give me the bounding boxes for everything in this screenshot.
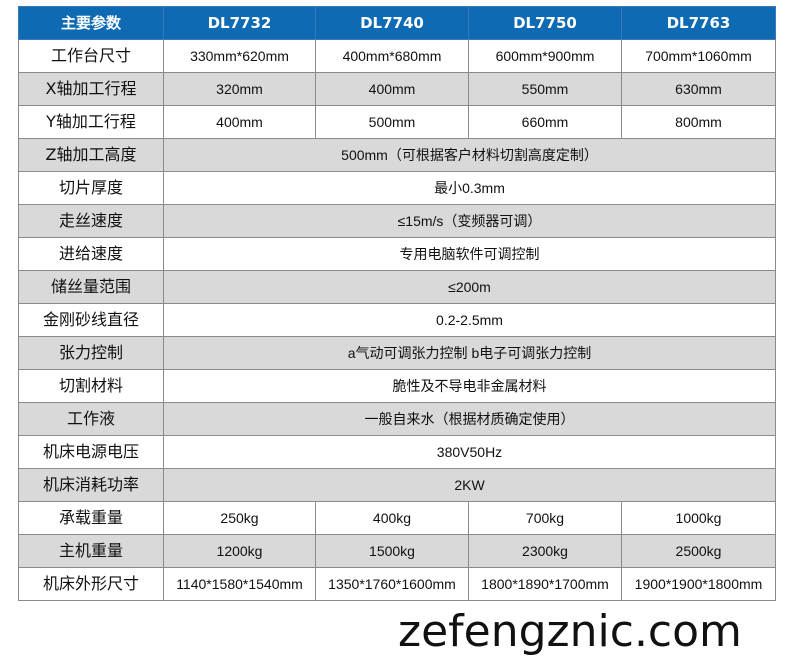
row-label: 机床消耗功率: [18, 468, 164, 502]
table-row: 走丝速度 ≤15m/s（变频器可调）: [18, 204, 776, 238]
table-row: X轴加工行程 320mm 400mm 550mm 630mm: [18, 72, 776, 106]
row-label: 切片厚度: [18, 171, 164, 205]
header-model: DL7732: [163, 6, 316, 40]
row-value: ≤15m/s（变频器可调）: [163, 204, 776, 238]
row-value: 250kg: [163, 501, 316, 535]
row-value: 0.2-2.5mm: [163, 303, 776, 337]
row-value: 660mm: [468, 105, 622, 139]
row-value: 400mm*680mm: [315, 39, 469, 73]
row-value: 700kg: [468, 501, 622, 535]
row-value: 500mm（可根据客户材料切割高度定制）: [163, 138, 776, 172]
row-value: 专用电脑软件可调控制: [163, 237, 776, 271]
row-value: 2300kg: [468, 534, 622, 568]
table-row: Y轴加工行程 400mm 500mm 660mm 800mm: [18, 105, 776, 139]
table-row: 承载重量 250kg 400kg 700kg 1000kg: [18, 501, 776, 535]
row-value: 320mm: [163, 72, 316, 106]
row-value: 550mm: [468, 72, 622, 106]
row-label: Y轴加工行程: [18, 105, 164, 139]
table-row: 切片厚度 最小0.3mm: [18, 171, 776, 205]
header-row: 主要参数 DL7732 DL7740 DL7750 DL7763: [18, 6, 776, 40]
row-label: 金刚砂线直径: [18, 303, 164, 337]
row-value: a气动可调张力控制 b电子可调张力控制: [163, 336, 776, 370]
row-label: 进给速度: [18, 237, 164, 271]
row-value: 700mm*1060mm: [621, 39, 776, 73]
row-label: 机床电源电压: [18, 435, 164, 469]
row-value: 1140*1580*1540mm: [163, 567, 316, 601]
row-label: X轴加工行程: [18, 72, 164, 106]
table-row: 机床电源电压 380V50Hz: [18, 435, 776, 469]
row-value: 1350*1760*1600mm: [315, 567, 469, 601]
row-label: 主机重量: [18, 534, 164, 568]
header-param: 主要参数: [18, 6, 164, 40]
table-row: 切割材料 脆性及不导电非金属材料: [18, 369, 776, 403]
row-value: 400mm: [315, 72, 469, 106]
row-label: 工作台尺寸: [18, 39, 164, 73]
row-label: 承载重量: [18, 501, 164, 535]
row-value: 一般自来水（根据材质确定使用）: [163, 402, 776, 436]
table-row: 机床消耗功率 2KW: [18, 468, 776, 502]
row-value: 600mm*900mm: [468, 39, 622, 73]
table-row: 工作台尺寸 330mm*620mm 400mm*680mm 600mm*900mm 70…: [18, 39, 776, 73]
row-value: 330mm*620mm: [163, 39, 316, 73]
row-value: ≤200m: [163, 270, 776, 304]
header-model: DL7750: [468, 6, 622, 40]
row-label: 走丝速度: [18, 204, 164, 238]
row-value: 1900*1900*1800mm: [621, 567, 776, 601]
table-row: 工作液 一般自来水（根据材质确定使用）: [18, 402, 776, 436]
row-value: 380V50Hz: [163, 435, 776, 469]
row-value: 1800*1890*1700mm: [468, 567, 622, 601]
watermark: zefengznic.com: [398, 606, 742, 657]
table-row: 储丝量范围 ≤200m: [18, 270, 776, 304]
spec-table: 主要参数 DL7732 DL7740 DL7750 DL7763 工作台尺寸 330mm*…: [18, 6, 776, 601]
table-row: 进给速度 专用电脑软件可调控制: [18, 237, 776, 271]
row-label: 切割材料: [18, 369, 164, 403]
row-label: Z轴加工高度: [18, 138, 164, 172]
table-row: Z轴加工高度 500mm（可根据客户材料切割高度定制）: [18, 138, 776, 172]
table-row: 主机重量 1200kg 1500kg 2300kg 2500kg: [18, 534, 776, 568]
table-row: 金刚砂线直径 0.2-2.5mm: [18, 303, 776, 337]
row-value: 400kg: [315, 501, 469, 535]
row-value: 脆性及不导电非金属材料: [163, 369, 776, 403]
row-value: 500mm: [315, 105, 469, 139]
row-value: 630mm: [621, 72, 776, 106]
header-model: DL7763: [621, 6, 776, 40]
row-label: 机床外形尺寸: [18, 567, 164, 601]
table-row: 机床外形尺寸 1140*1580*1540mm 1350*1760*1600mm 18…: [18, 567, 776, 601]
row-value: 400mm: [163, 105, 316, 139]
row-value: 2KW: [163, 468, 776, 502]
row-value: 800mm: [621, 105, 776, 139]
row-value: 2500kg: [621, 534, 776, 568]
row-value: 1200kg: [163, 534, 316, 568]
row-value: 最小0.3mm: [163, 171, 776, 205]
row-value: 1000kg: [621, 501, 776, 535]
row-value: 1500kg: [315, 534, 469, 568]
row-label: 储丝量范围: [18, 270, 164, 304]
header-model: DL7740: [315, 6, 469, 40]
row-label: 工作液: [18, 402, 164, 436]
row-label: 张力控制: [18, 336, 164, 370]
table-row: 张力控制 a气动可调张力控制 b电子可调张力控制: [18, 336, 776, 370]
